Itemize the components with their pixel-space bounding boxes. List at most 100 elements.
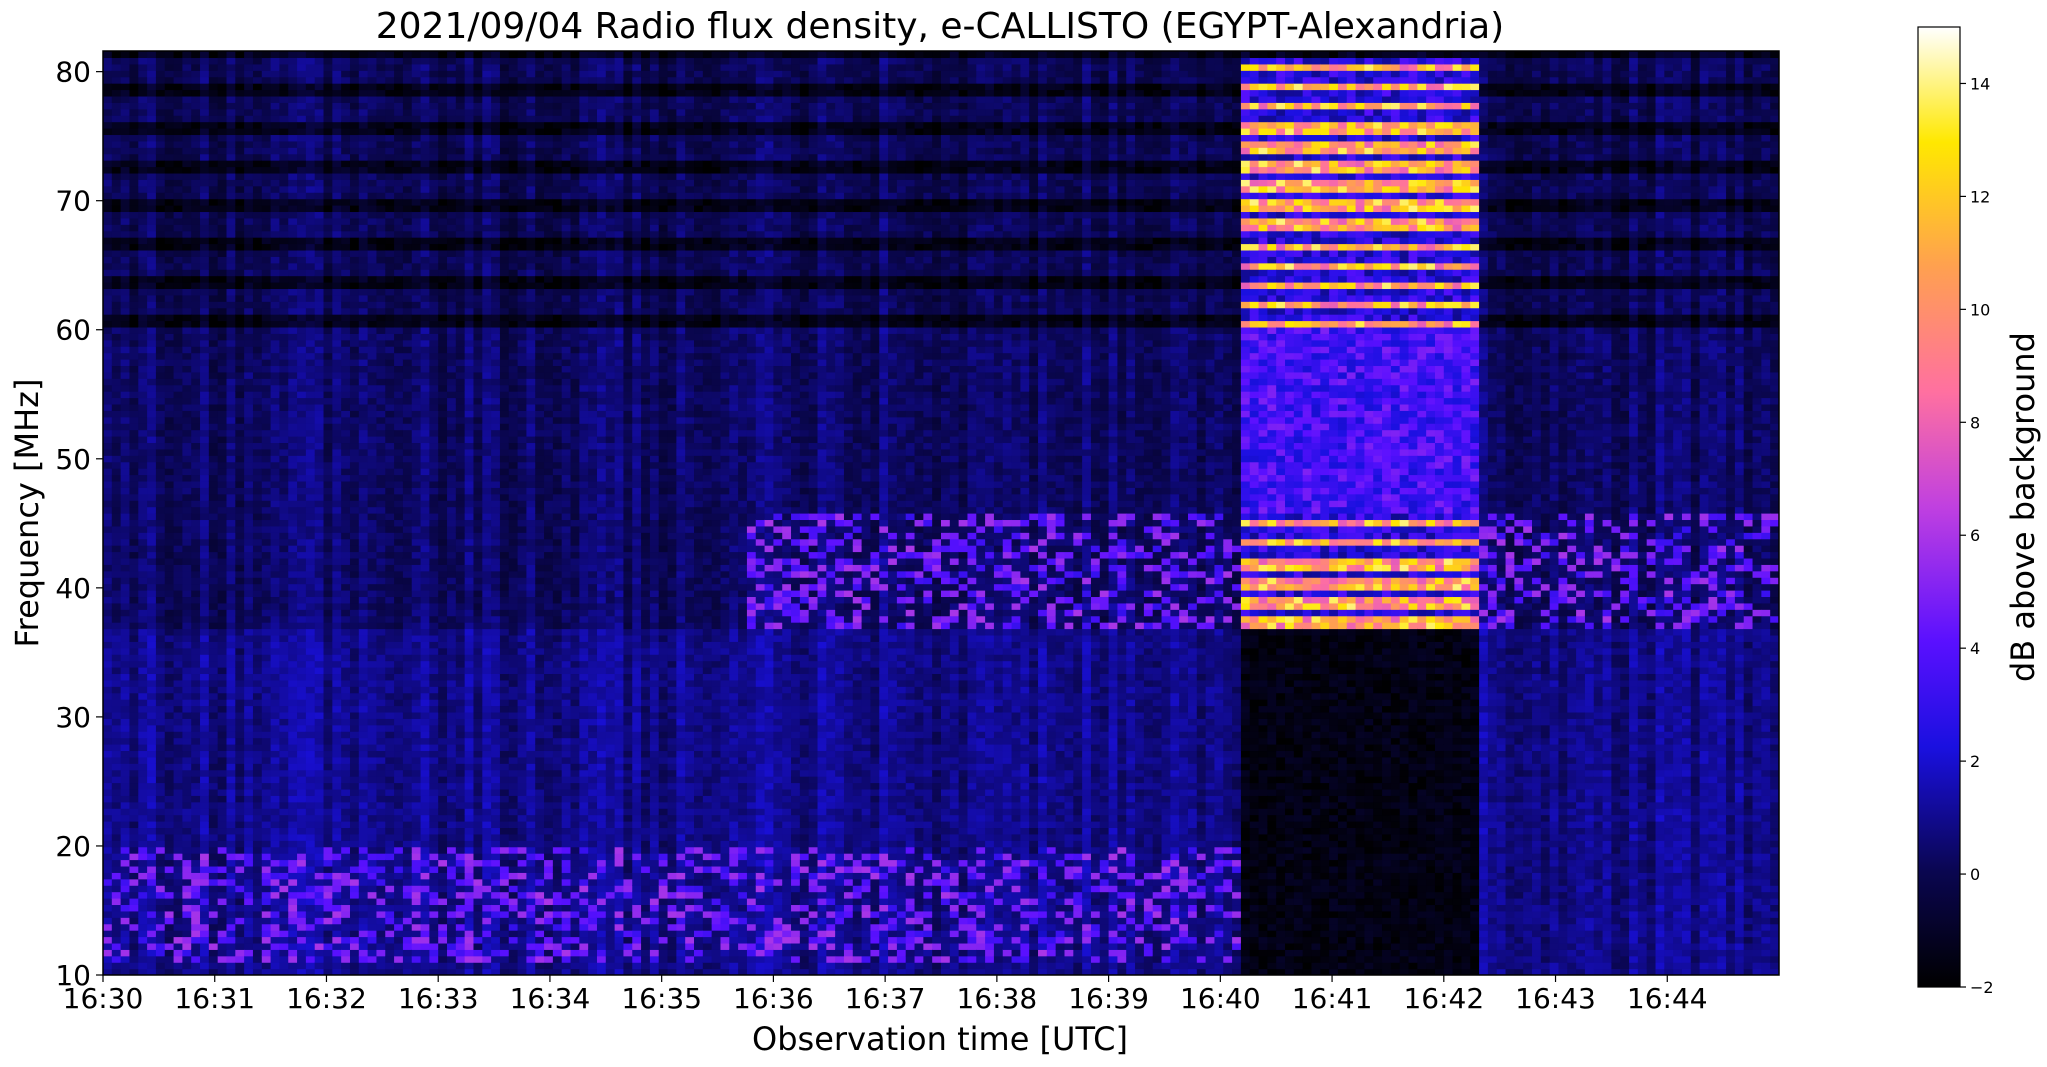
spectrogram-cell [288,199,297,206]
spectrogram-cell [138,205,147,212]
spectrogram-cell [271,186,280,193]
spectrogram-cell [191,904,200,911]
spectrogram-cell [209,680,218,687]
spectrogram-cell [297,430,306,437]
spectrogram-cell [200,327,209,334]
spectrogram-cell [385,673,394,680]
spectrogram-cell [235,154,244,161]
spectrogram-cell [368,808,377,815]
spectrogram-cell [385,391,394,398]
spectrogram-cell [147,571,156,578]
spectrogram-cell [376,340,385,347]
spectrogram-cell [262,455,271,462]
spectrogram-cell [235,795,244,802]
spectrogram-cell [253,917,262,924]
spectrogram-cell [244,629,253,636]
spectrogram-cell [262,391,271,398]
spectrogram-cell [288,276,297,283]
spectrogram-cell [209,629,218,636]
spectrogram-cell [121,962,130,969]
spectrogram-cell [297,584,306,591]
spectrogram-cell [112,609,121,616]
spectrogram-cell [368,885,377,892]
spectrogram-cell [262,231,271,238]
spectrogram-cell [209,911,218,918]
spectrogram-cell [350,571,359,578]
spectrogram-cell [368,872,377,879]
spectrogram-cell [103,269,112,276]
spectrogram-cell [147,167,156,174]
spectrogram-cell [288,956,297,963]
spectrogram-cell [235,462,244,469]
spectrogram-cell [376,173,385,180]
spectrogram-cell [306,102,315,109]
spectrogram-cell [279,468,288,475]
spectrogram-cell [297,686,306,693]
spectrogram-cell [200,353,209,360]
spectrogram-cell [359,879,368,886]
spectrogram-cell [376,378,385,385]
spectrogram-cell [218,141,227,148]
spectrogram-cell [279,288,288,295]
spectrogram-cell [253,930,262,937]
spectrogram-cell [341,872,350,879]
spectrogram-cell [218,853,227,860]
spectrogram-cell [182,321,191,328]
spectrogram-cell [368,263,377,270]
spectrogram-cell [253,693,262,700]
spectrogram-cell [226,635,235,642]
spectrogram-cell [315,770,324,777]
spectrogram-cell [103,558,112,565]
spectrogram-cell [200,706,209,713]
spectrogram-cell [315,680,324,687]
spectrogram-cell [174,494,183,501]
spectrogram-cell [218,757,227,764]
spectrogram-cell [174,577,183,584]
spectrogram-cell [244,949,253,956]
spectrogram-cell [174,57,183,64]
spectrogram-cell [174,609,183,616]
spectrogram-cell [244,218,253,225]
spectrogram-cell [138,911,147,918]
spectrogram-cell [112,847,121,854]
spectrogram-cell [350,64,359,71]
spectrogram-cell [253,847,262,854]
spectrogram-cell [368,577,377,584]
spectrogram-cell [174,763,183,770]
spectrogram-cell [324,128,333,135]
spectrogram-cell [103,552,112,559]
spectrogram-cell [332,57,341,64]
spectrogram-cell [376,211,385,218]
spectrogram-cell [209,179,218,186]
spectrogram-cell [350,635,359,642]
spectrogram-cell [394,802,403,809]
spectrogram-cell [112,693,121,700]
spectrogram-cell [191,552,200,559]
spectrogram-cell [288,237,297,244]
spectrogram-cell [138,603,147,610]
spectrogram-cell [182,192,191,199]
spectrogram-cell [350,115,359,122]
spectrogram-cell [341,77,350,84]
spectrogram-cell [271,770,280,777]
spectrogram-cell [165,673,174,680]
spectrogram-cell [376,77,385,84]
spectrogram-cell [368,346,377,353]
spectrogram-cell [112,712,121,719]
spectrogram-cell [253,160,262,167]
spectrogram-cell [129,449,138,456]
spectrogram-cell [350,956,359,963]
spectrogram-cell [262,532,271,539]
spectrogram-cell [376,481,385,488]
spectrogram-cell [112,571,121,578]
spectrogram-cell [121,436,130,443]
spectrogram-cell [235,712,244,719]
spectrogram-cell [209,404,218,411]
spectrogram-cell [385,860,394,867]
spectrogram-cell [191,571,200,578]
spectrogram-cell [394,526,403,533]
spectrogram-cell [350,673,359,680]
spectrogram-cell [138,725,147,732]
spectrogram-cell [262,154,271,161]
spectrogram-cell [244,237,253,244]
